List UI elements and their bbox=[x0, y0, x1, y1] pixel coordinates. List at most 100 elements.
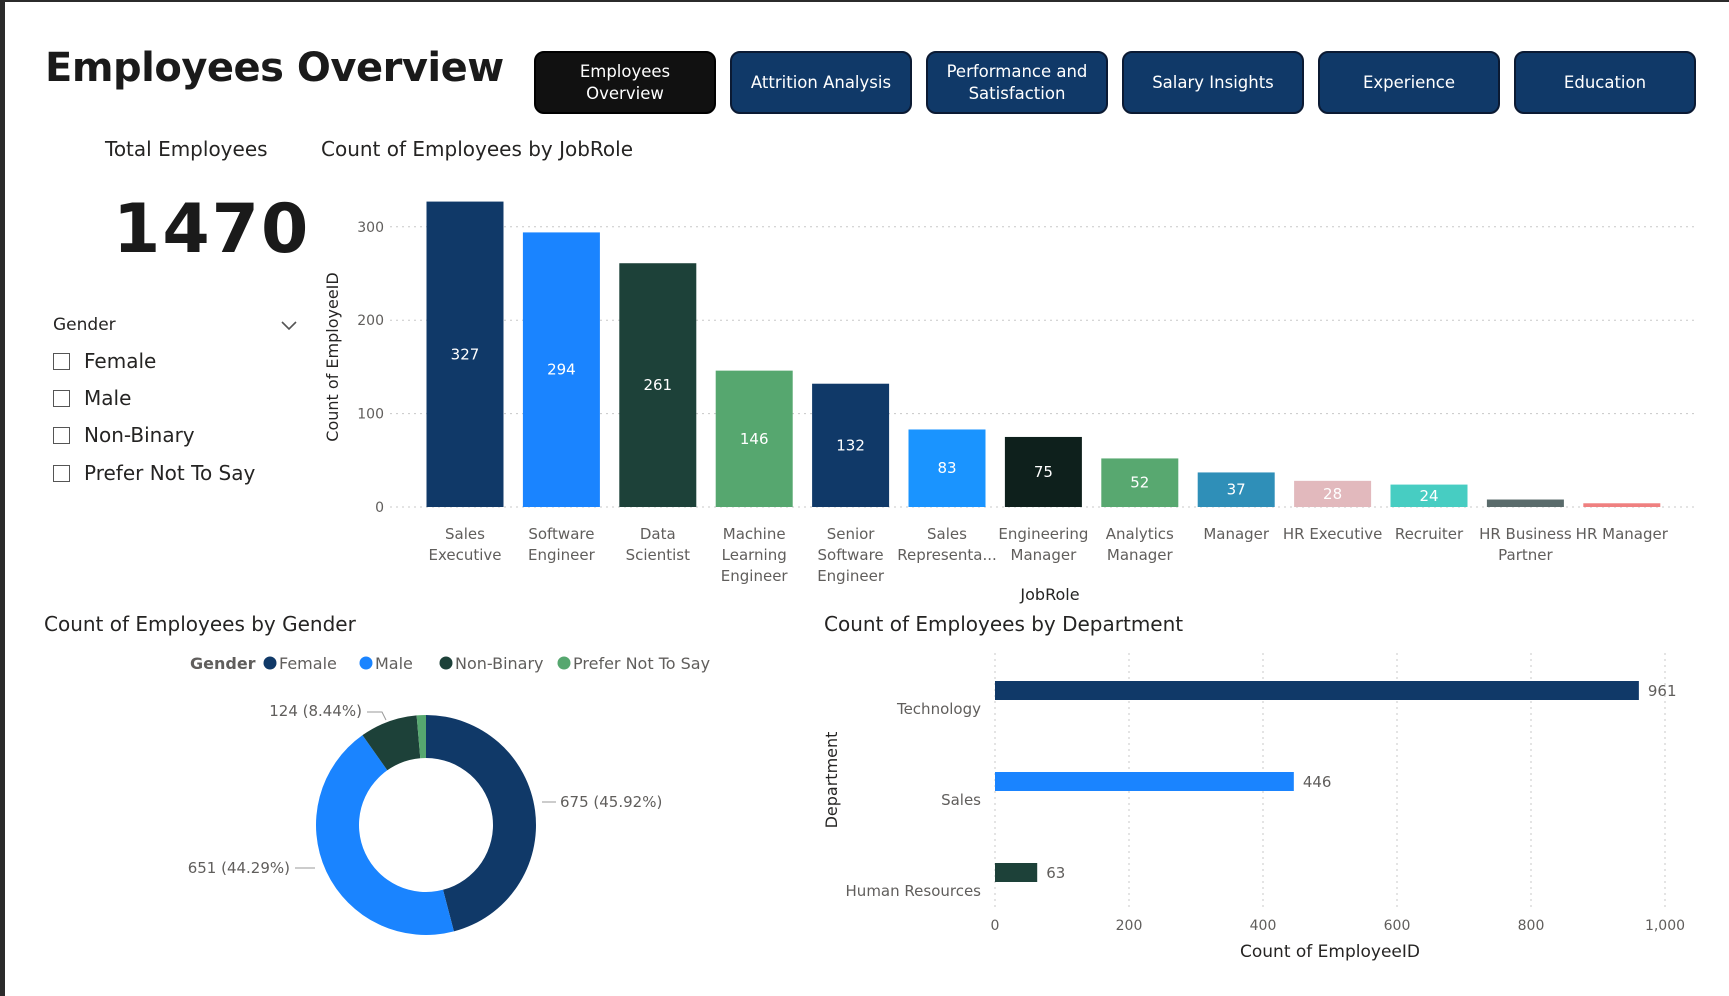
bar bbox=[426, 201, 504, 507]
data-label: 961 bbox=[1648, 682, 1677, 700]
slicer-option-male[interactable]: Male bbox=[53, 386, 131, 410]
data-label: 146 bbox=[740, 430, 769, 448]
jobrole-bar-chart: 0 100 200 300 Count of EmployeeID 327 Sales Exe… bbox=[323, 201, 1695, 604]
kpi-label: Total Employees bbox=[105, 137, 268, 161]
data-label: 261 bbox=[643, 376, 672, 394]
legend-label: Female bbox=[279, 654, 337, 673]
slicer-option-label: Prefer Not To Say bbox=[84, 461, 256, 485]
window-frame-top bbox=[0, 0, 1729, 2]
legend-marker bbox=[359, 656, 373, 670]
x-tick-label: 0 bbox=[991, 918, 1000, 934]
checkbox[interactable] bbox=[53, 464, 70, 482]
bar bbox=[1004, 436, 1082, 507]
slicer-option-label: Female bbox=[84, 349, 157, 373]
data-label: 63 bbox=[1046, 864, 1065, 882]
donut-slice bbox=[362, 715, 421, 771]
bar bbox=[715, 370, 793, 507]
legend-label: Non-Binary bbox=[455, 654, 544, 673]
window-frame-left bbox=[0, 0, 5, 996]
slicer-option-non-binary[interactable]: Non-Binary bbox=[53, 423, 195, 447]
gender-chart-title: Count of Employees by Gender bbox=[44, 612, 356, 636]
bar bbox=[619, 263, 697, 507]
bar bbox=[908, 429, 986, 507]
x-tick-label: Software Engineer bbox=[528, 525, 596, 564]
donut-slice bbox=[316, 735, 454, 935]
gender-donut-chart: Gender Female Male Non-Binary Prefer Not To … bbox=[188, 654, 710, 935]
bar bbox=[1390, 484, 1468, 507]
page-title: Employees Overview bbox=[45, 45, 504, 91]
data-label: 75 bbox=[1034, 463, 1053, 481]
x-tick-label: Manager bbox=[1203, 525, 1270, 543]
nav-button-education[interactable]: Education bbox=[1514, 51, 1696, 114]
data-label: 675 (45.92%) bbox=[560, 793, 662, 811]
y-tick-label: Sales bbox=[941, 791, 981, 809]
nav-button-employees-overview[interactable]: Employees Overview bbox=[534, 51, 716, 114]
x-tick-label: Sales Representa... bbox=[897, 525, 997, 564]
legend-label: Male bbox=[375, 654, 413, 673]
x-tick-label: 600 bbox=[1384, 918, 1411, 934]
x-tick-label: HR Business Partner bbox=[1479, 525, 1572, 564]
x-tick-label: HR Executive bbox=[1283, 525, 1383, 543]
data-label: 124 (8.44%) bbox=[269, 702, 362, 720]
department-chart-title: Count of Employees by Department bbox=[824, 612, 1184, 636]
bar bbox=[995, 772, 1294, 791]
x-tick-label: HR Manager bbox=[1576, 525, 1669, 543]
x-tick-label: 1,000 bbox=[1645, 918, 1685, 934]
nav-button-label: Experience bbox=[1362, 72, 1455, 92]
data-label: 52 bbox=[1130, 474, 1149, 492]
checkbox[interactable] bbox=[53, 352, 70, 370]
slicer-option-prefer-not-to-say[interactable]: Prefer Not To Say bbox=[53, 461, 255, 485]
y-axis-label: Department bbox=[822, 732, 841, 829]
legend-marker bbox=[263, 656, 277, 670]
nav-button-experience[interactable]: Experience bbox=[1318, 51, 1500, 114]
data-label: 651 (44.29%) bbox=[188, 859, 290, 877]
bar bbox=[1197, 472, 1275, 507]
nav-button-label: Attrition Analysis bbox=[750, 72, 892, 92]
slicer-option-label: Male bbox=[84, 386, 132, 410]
x-tick-label: Recruiter bbox=[1395, 525, 1464, 543]
data-label: 28 bbox=[1323, 485, 1342, 503]
chevron-down-icon[interactable] bbox=[279, 315, 299, 335]
data-label: 24 bbox=[1419, 487, 1438, 505]
nav-button-label: Employees Overview bbox=[579, 61, 671, 103]
checkbox[interactable] bbox=[53, 389, 70, 407]
x-tick-label: 400 bbox=[1250, 918, 1277, 934]
bar bbox=[1486, 499, 1564, 507]
nav-button-performance-satisfaction[interactable]: Performance and Satisfaction bbox=[926, 51, 1108, 114]
data-label: 294 bbox=[547, 361, 576, 379]
legend-title: Gender bbox=[190, 654, 256, 673]
legend-marker bbox=[439, 656, 453, 670]
nav-button-attrition-analysis[interactable]: Attrition Analysis bbox=[730, 51, 912, 114]
data-label: 446 bbox=[1303, 773, 1332, 791]
checkbox[interactable] bbox=[53, 426, 70, 444]
y-tick-label: Technology bbox=[896, 700, 981, 718]
donut-slice bbox=[426, 715, 536, 932]
leader-line bbox=[367, 711, 387, 721]
slicer-option-label: Non-Binary bbox=[84, 423, 195, 447]
slicer-option-female[interactable]: Female bbox=[53, 349, 156, 373]
nav-button-salary-insights[interactable]: Salary Insights bbox=[1122, 51, 1304, 114]
y-tick-label: 0 bbox=[375, 500, 384, 516]
x-tick-label: Senior Software Engineer bbox=[817, 525, 885, 585]
slicer-title: Gender bbox=[53, 315, 116, 335]
data-label: 327 bbox=[451, 345, 480, 363]
bar bbox=[995, 681, 1639, 700]
legend-label: Prefer Not To Say bbox=[573, 654, 710, 673]
data-label: 83 bbox=[937, 459, 956, 477]
x-axis-label: JobRole bbox=[1019, 585, 1079, 604]
x-tick-label: Data Scientist bbox=[626, 525, 691, 564]
y-tick-label: 300 bbox=[357, 220, 384, 236]
bar bbox=[522, 232, 600, 507]
data-label: 37 bbox=[1227, 481, 1246, 499]
jobrole-chart-title: Count of Employees by JobRole bbox=[321, 137, 634, 161]
y-tick-label: Human Resources bbox=[846, 882, 982, 900]
bar bbox=[812, 383, 890, 507]
donut-slice bbox=[416, 715, 426, 759]
kpi-value: 1470 bbox=[113, 190, 311, 269]
bar bbox=[1294, 480, 1372, 507]
x-tick-label: Sales Executive bbox=[428, 525, 501, 564]
x-tick-label: Engineering Manager bbox=[998, 525, 1088, 564]
bar bbox=[995, 863, 1038, 882]
x-tick-label: Analytics Manager bbox=[1106, 525, 1174, 564]
nav-button-label: Salary Insights bbox=[1152, 72, 1274, 92]
